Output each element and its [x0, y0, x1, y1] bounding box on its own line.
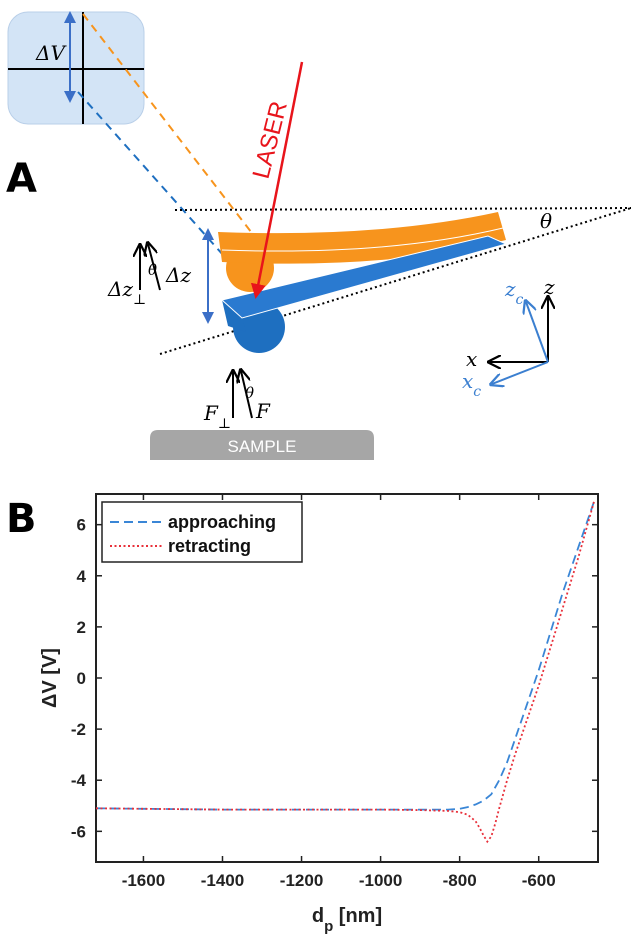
line-chart: -1600 -1400 -1200 -1000 -800 -600 6 4 2 0 -2 -4 -6 ap…	[39, 493, 599, 935]
force-label: F	[255, 399, 271, 423]
x-tick-label: -1600	[122, 871, 165, 890]
xc-axis-label: xc	[462, 369, 481, 400]
panel-a: ΔV θ LASER θ Δz⊥ Δz θ F⊥ F SAMP	[6, 10, 631, 460]
z-axis-label: z	[543, 275, 555, 299]
zc-axis-label: zc	[504, 277, 524, 308]
delta-z-vector	[148, 244, 161, 291]
force-theta: θ	[245, 384, 254, 402]
sample-label: SAMPLE	[228, 437, 297, 456]
zc-axis-arrow	[526, 302, 549, 363]
x-tick-label: -1400	[201, 871, 244, 890]
x-axis-label: x	[466, 347, 477, 371]
y-tick-label: 6	[77, 516, 86, 535]
delta-z-label: Δz	[165, 263, 191, 287]
x-tick-label: -1200	[280, 871, 323, 890]
delta-v-label: ΔV	[35, 41, 67, 65]
y-tick-label: -4	[71, 771, 87, 790]
delta-z-perp-label: Δz⊥	[107, 277, 146, 308]
series-line-retracting	[95, 501, 595, 844]
legend-label-approaching: approaching	[168, 512, 276, 532]
legend-label-retracting: retracting	[168, 536, 251, 556]
panel-b-letter: B	[6, 496, 37, 542]
force-vector	[241, 371, 253, 419]
x-tick-label: -1000	[359, 871, 402, 890]
laser-beam	[250, 61, 304, 299]
y-tick-label: 4	[77, 567, 87, 586]
reference-line-horizontal	[174, 207, 631, 211]
delta-z-theta: θ	[148, 261, 157, 279]
x-axis-title: dp [nm]	[312, 905, 382, 935]
reference-line-tilted	[159, 207, 631, 355]
y-tick-label: 0	[77, 669, 86, 688]
y-tick-label: 2	[77, 618, 86, 637]
panel-b: B -1600 -1400 -1200 -1000 -800 -600 6 4 2 0 -2 -4 -6…	[6, 493, 599, 935]
force-perp-label: F⊥	[203, 401, 231, 432]
x-tick-label: -800	[443, 871, 477, 890]
theta-label: θ	[540, 209, 552, 233]
sample-block	[150, 430, 374, 460]
orange-cantilever-edge	[221, 227, 504, 252]
x-tick-label: -600	[522, 871, 556, 890]
xc-axis-arrow	[492, 361, 549, 384]
y-tick-label: -2	[71, 720, 86, 739]
legend-box	[101, 501, 303, 563]
panel-a-letter: A	[6, 156, 37, 202]
y-axis-title: ΔV [V]	[39, 648, 61, 708]
reflected-beam-blue	[77, 91, 257, 293]
reflected-beam-orange	[82, 13, 266, 251]
blue-cantilever-top	[220, 235, 508, 319]
y-tick-label: -6	[71, 822, 86, 841]
